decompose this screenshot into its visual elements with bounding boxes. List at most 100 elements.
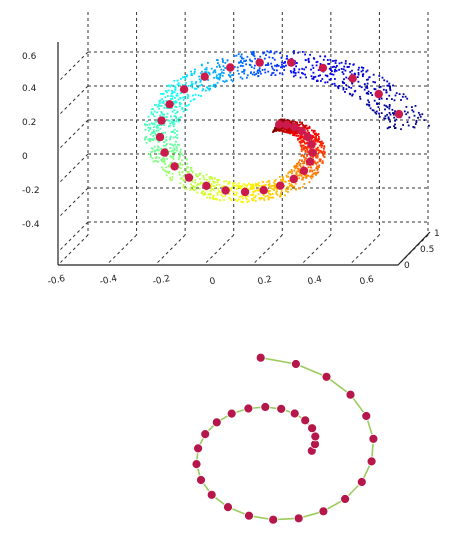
- scatter-point: [386, 98, 388, 100]
- scatter-point: [337, 87, 340, 90]
- scatter-point: [168, 125, 170, 128]
- scatter-point: [169, 85, 171, 88]
- scatter-point: [208, 73, 211, 76]
- scatter-point: [179, 96, 182, 99]
- scatter-point: [200, 95, 203, 97]
- scatter-point: [316, 134, 318, 136]
- scatter-point: [342, 81, 344, 84]
- scatter-point: [289, 131, 292, 133]
- scatter-point: [224, 195, 227, 198]
- scatter-point: [345, 88, 348, 90]
- scatter-point: [302, 72, 305, 75]
- scatter-point: [246, 74, 249, 77]
- scatter-point: [319, 63, 322, 65]
- scatter-point: [287, 175, 290, 178]
- landmark-point: [259, 186, 268, 195]
- scatter-point: [298, 168, 300, 170]
- scatter-point: [161, 101, 164, 104]
- scatter-point: [204, 191, 206, 194]
- scatter-point: [363, 83, 366, 85]
- series-line: [295, 363, 327, 378]
- scatter-point: [216, 81, 219, 84]
- scatter-point: [171, 121, 173, 124]
- scatter-point: [387, 126, 390, 129]
- grid-line: [57, 234, 89, 266]
- scatter-point: [254, 57, 256, 60]
- scatter-point: [229, 75, 231, 77]
- scatter-point: [164, 104, 167, 106]
- scatter-point: [269, 196, 272, 199]
- scatter-point: [275, 188, 278, 190]
- scatter-point: [265, 54, 267, 56]
- scatter-point: [314, 162, 317, 165]
- scatter-point: [246, 76, 248, 79]
- scatter-point: [304, 73, 306, 76]
- scatter-point: [255, 73, 258, 75]
- scatter-point: [389, 86, 391, 89]
- scatter-point: [389, 89, 392, 92]
- scatter-point: [318, 158, 321, 161]
- scatter-point: [211, 188, 213, 191]
- scatter-point: [162, 102, 165, 104]
- scatter-point: [384, 115, 387, 117]
- scatter-point: [211, 178, 214, 180]
- scatter-point: [321, 78, 324, 80]
- scatter-point: [312, 134, 314, 137]
- scatter-point: [260, 72, 262, 75]
- scatter-point: [207, 87, 209, 90]
- scatter-point: [281, 180, 284, 183]
- scatter-point: [273, 58, 276, 61]
- scatter-point: [252, 54, 255, 56]
- scatter-point: [313, 76, 315, 78]
- scatter-point: [175, 94, 178, 97]
- scatter-point: [285, 174, 288, 177]
- scatter-point: [310, 75, 313, 77]
- scatter-point: [312, 78, 315, 80]
- scatter-point: [268, 184, 270, 187]
- scatter-point: [240, 195, 243, 198]
- grid-line: [106, 234, 137, 266]
- scatter-point: [155, 160, 158, 163]
- scatter-point: [249, 64, 252, 67]
- scatter-point: [388, 104, 391, 106]
- scatter-point: [149, 126, 152, 129]
- x-tick-label: -0.6: [47, 274, 67, 287]
- scatter-point: [197, 175, 199, 178]
- scatter-point: [282, 119, 284, 122]
- scatter-point: [175, 145, 178, 148]
- scatter-point: [309, 176, 312, 178]
- scatter-point: [310, 138, 313, 140]
- scatter-point: [153, 110, 156, 113]
- scatter-point: [153, 122, 156, 125]
- scatter-point: [403, 110, 406, 113]
- scatter-point: [279, 195, 281, 197]
- scatter-point: [302, 139, 304, 142]
- scatter-point: [288, 127, 291, 129]
- scatter-point: [372, 73, 375, 76]
- scatter-point: [168, 171, 170, 174]
- scatter-point: [175, 140, 177, 143]
- scatter-point: [304, 147, 307, 150]
- scatter-point: [216, 192, 219, 194]
- scatter-point: [155, 134, 157, 136]
- scatter-point: [199, 178, 201, 181]
- scatter-point: [215, 74, 218, 77]
- scatter-point: [249, 187, 252, 190]
- scatter-point: [179, 182, 182, 184]
- scatter-point: [210, 186, 213, 189]
- scatter-point: [400, 128, 402, 131]
- scatter-point: [298, 159, 301, 161]
- scatter-point: [185, 75, 188, 78]
- scatter-point: [187, 97, 189, 100]
- scatter-point: [323, 153, 326, 155]
- scatter-point: [222, 80, 225, 83]
- scatter-point: [174, 96, 176, 99]
- scatter-point: [154, 103, 156, 106]
- scatter-point: [320, 146, 323, 149]
- scatter-point: [298, 164, 301, 166]
- scatter-point: [223, 199, 225, 201]
- data-point: [226, 408, 237, 419]
- scatter-point: [388, 118, 391, 121]
- scatter-point: [312, 130, 315, 133]
- scatter-point: [237, 72, 240, 75]
